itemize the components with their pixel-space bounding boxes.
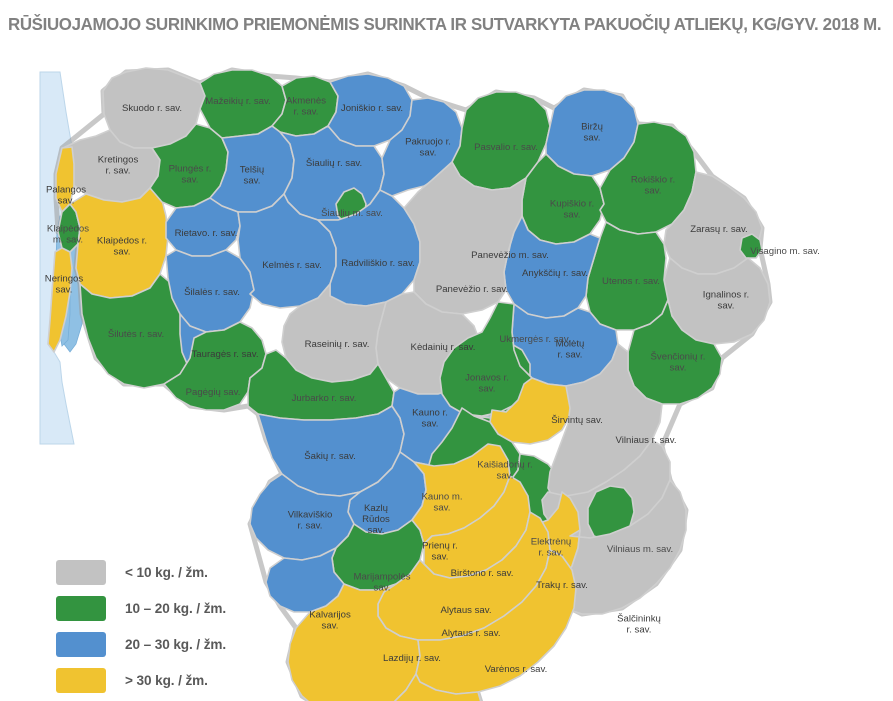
- legend-swatch-blue: [56, 632, 106, 657]
- legend: < 10 kg. / žm. 10 – 20 kg. / žm. 20 – 30 k…: [56, 557, 306, 701]
- legend-label-green: 10 – 20 kg. / žm.: [125, 601, 227, 616]
- map-region-varenos[interactable]: [415, 549, 577, 695]
- legend-row-gray: < 10 kg. / žm.: [56, 557, 306, 588]
- legend-swatch-yellow: [56, 668, 106, 693]
- map-region-rietavo[interactable]: [165, 197, 241, 257]
- map-region-neringos[interactable]: [47, 247, 73, 353]
- legend-swatch-green: [56, 596, 106, 621]
- region-label-salcininku: Šalčininkų r. sav.: [617, 613, 661, 635]
- legend-swatch-gray: [56, 560, 106, 585]
- region-layer[interactable]: [47, 67, 771, 701]
- legend-row-yellow: > 30 kg. / žm.: [56, 665, 306, 696]
- page-title: RŪŠIUOJAMOJO SURINKIMO PRIEMONĖMIS SURIN…: [8, 14, 882, 34]
- map-region-klaipedos_r[interactable]: [69, 187, 169, 299]
- map-region-panevezio_r[interactable]: [403, 161, 527, 315]
- legend-label-gray: < 10 kg. / žm.: [125, 565, 208, 580]
- legend-label-blue: 20 – 30 kg. / žm.: [125, 637, 227, 652]
- map-region-silales[interactable]: [165, 249, 255, 333]
- legend-row-green: 10 – 20 kg. / žm.: [56, 593, 306, 624]
- legend-label-yellow: > 30 kg. / žm.: [125, 673, 208, 688]
- legend-row-blue: 20 – 30 kg. / žm.: [56, 629, 306, 660]
- map-region-druskininku[interactable]: [386, 673, 482, 701]
- map-region-visagino[interactable]: [739, 233, 763, 259]
